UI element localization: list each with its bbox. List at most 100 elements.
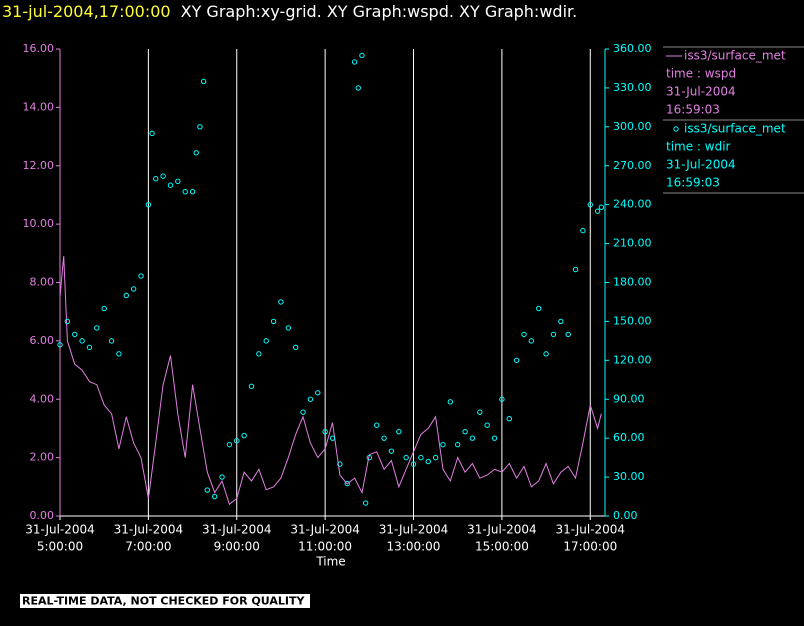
y-tick-label: 6.00 — [30, 334, 55, 347]
x-tick-date: 31-Jul-2004 — [379, 523, 449, 537]
wdir-point — [200, 78, 207, 85]
wdir-point — [300, 409, 306, 415]
wdir-point — [513, 357, 520, 364]
x-tick-label: 7:00:00 — [125, 540, 171, 554]
wdir-point — [101, 305, 107, 312]
wdir-point — [491, 435, 498, 441]
wdir-point — [197, 124, 203, 130]
wdir-point — [263, 338, 269, 344]
wdir-point — [351, 59, 358, 65]
wdir-point — [292, 344, 299, 351]
title-time: 31-jul-2004,17:00:00 — [2, 2, 171, 21]
wdir-point — [558, 318, 564, 325]
wdir-point — [594, 208, 601, 214]
legend-name: iss3/surface_met — [684, 49, 786, 63]
wdir-point — [499, 396, 505, 402]
wdir-point — [86, 344, 93, 351]
wdir-point — [366, 454, 373, 461]
legend-name: iss3/surface_met — [684, 122, 786, 136]
x-tick-label: 5:00:00 — [37, 540, 83, 554]
wdir-point — [160, 173, 166, 179]
wdir-point — [580, 227, 586, 234]
y2-tick-label: 180.00 — [613, 276, 652, 289]
wdir-point — [425, 458, 431, 465]
x-tick-label: 17:00:00 — [563, 540, 617, 554]
wdir-point — [410, 461, 417, 467]
title-text: XY Graph:xy-grid. XY Graph:wspd. XY Grap… — [181, 2, 578, 21]
y2-tick-label: 120.00 — [613, 353, 652, 366]
wdir-point — [432, 454, 439, 461]
wdir-point — [248, 383, 255, 389]
wdir-point — [536, 305, 542, 312]
wdir-point — [550, 331, 557, 338]
wdir-point — [307, 396, 314, 402]
wdir-point — [270, 318, 277, 325]
y2-tick-label: 60.00 — [613, 431, 645, 444]
wdir-point — [484, 422, 490, 428]
wdir-point — [469, 435, 476, 441]
wdir-point — [477, 409, 483, 415]
wdir-point — [447, 399, 454, 405]
x-tick-date: 31-Jul-2004 — [202, 523, 272, 537]
wdir-point — [572, 266, 579, 273]
x-tick-date: 31-Jul-2004 — [114, 523, 184, 537]
wdir-point — [79, 338, 85, 344]
y2-tick-label: 270.00 — [613, 159, 652, 172]
wdir-point — [130, 286, 137, 292]
wdir-point — [285, 325, 292, 331]
note: REAL-TIME DATA, NOT CHECKED FOR QUALITY — [22, 595, 305, 608]
wdir-point — [64, 318, 71, 325]
wdir-point — [344, 480, 350, 487]
y2-tick-label: 90.00 — [613, 392, 645, 405]
wdir-point — [204, 487, 210, 493]
y2-tick-label: 30.00 — [613, 470, 645, 483]
y-tick-label: 8.00 — [30, 276, 55, 289]
y-tick-label: 10.00 — [23, 217, 55, 230]
wdir-point — [138, 273, 144, 279]
legend-detail: 16:59:03 — [666, 176, 720, 190]
x-tick-label: 13:00:00 — [387, 540, 441, 554]
wdir-point — [462, 428, 468, 435]
wdir-point — [278, 299, 284, 305]
wdir-point — [315, 390, 321, 396]
legend-detail: time : wspd — [666, 67, 736, 81]
wdir-point — [373, 422, 380, 428]
wdir-point — [388, 448, 395, 454]
wdir-point — [189, 188, 196, 195]
y2-tick-label: 300.00 — [613, 120, 652, 133]
legend-detail: time : wdir — [666, 140, 731, 154]
y-tick-label: 4.00 — [30, 392, 55, 405]
legend-marker — [673, 126, 679, 132]
wdir-point — [455, 441, 461, 448]
wdir-point — [153, 176, 159, 182]
wspd-line — [59, 256, 602, 506]
wdir-point — [337, 461, 343, 467]
y2-tick-label: 150.00 — [613, 314, 652, 327]
wdir-point — [506, 416, 512, 422]
wdir-point — [167, 182, 174, 188]
wdir-point — [193, 150, 199, 156]
wdir-point — [234, 438, 240, 444]
wdir-point — [381, 435, 387, 441]
chart-title: 31-jul-2004,17:00:00 XY Graph:xy-grid. XY… — [2, 2, 577, 21]
legend-detail: 31-Jul-2004 — [666, 158, 736, 172]
wdir-point — [57, 342, 63, 348]
wdir-point — [521, 331, 527, 338]
y-tick-label: 2.00 — [30, 451, 55, 464]
legend-detail: 31-Jul-2004 — [666, 85, 736, 99]
wdir-point — [565, 331, 571, 338]
x-tick-date: 31-Jul-2004 — [467, 523, 537, 537]
legend-detail: 16:59:03 — [666, 103, 720, 117]
x-tick-date: 31-Jul-2004 — [290, 523, 360, 537]
wdir-point — [211, 493, 218, 500]
wdir-point — [528, 338, 535, 344]
wdir-point — [72, 331, 78, 338]
wdir-point — [322, 428, 328, 435]
wdir-point — [145, 201, 152, 208]
wdir-point — [403, 454, 409, 461]
wdir-point — [440, 441, 446, 448]
wdir-point — [587, 201, 593, 208]
wdir-point — [149, 130, 155, 137]
